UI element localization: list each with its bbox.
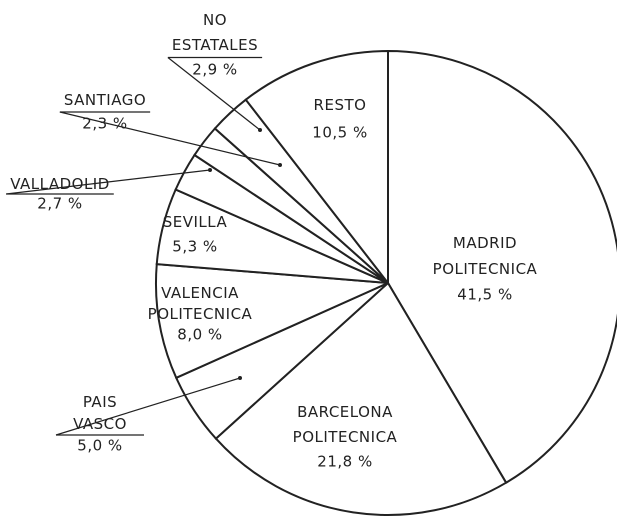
leader-line — [55, 377, 241, 436]
leader-dot — [208, 168, 212, 172]
slice-label: SANTIAGO — [64, 91, 146, 109]
pie-slice — [387, 49, 617, 485]
pie-slice — [214, 281, 508, 516]
slice-value: 21,8 % — [317, 453, 372, 471]
leader-dot — [278, 163, 282, 167]
leader-dot — [238, 376, 242, 380]
slice-value: 5,3 % — [172, 238, 217, 256]
leader-dot — [258, 128, 262, 132]
slice-value: 2,9 % — [192, 61, 237, 79]
slice-value: 41,5 % — [457, 286, 512, 304]
slice-label: VALENCIA POLITECNICA — [148, 284, 253, 323]
slice-label: BARCELONA POLITECNICA — [293, 403, 398, 446]
slice-label: MADRID POLITECNICA — [433, 234, 538, 278]
slice-value: 2,3 % — [82, 115, 127, 133]
slice-label: RESTO — [314, 96, 367, 114]
pie-slice — [244, 49, 389, 286]
slice-value: 10,5 % — [312, 124, 367, 142]
slice-label: PAIS VASCO — [73, 393, 127, 433]
slice-value: 2,7 % — [37, 195, 82, 213]
leader-line — [167, 57, 261, 131]
slice-label: NO ESTATALES — [172, 11, 258, 54]
pie-slice — [155, 262, 389, 380]
slice-label: VALLADOLID — [10, 175, 110, 193]
leader-line — [6, 169, 211, 195]
slice-value: 5,0 % — [77, 437, 122, 455]
leader-line — [59, 111, 281, 166]
slice-label: SEVILLA — [163, 213, 228, 231]
slice-value: 8,0 % — [177, 326, 222, 344]
